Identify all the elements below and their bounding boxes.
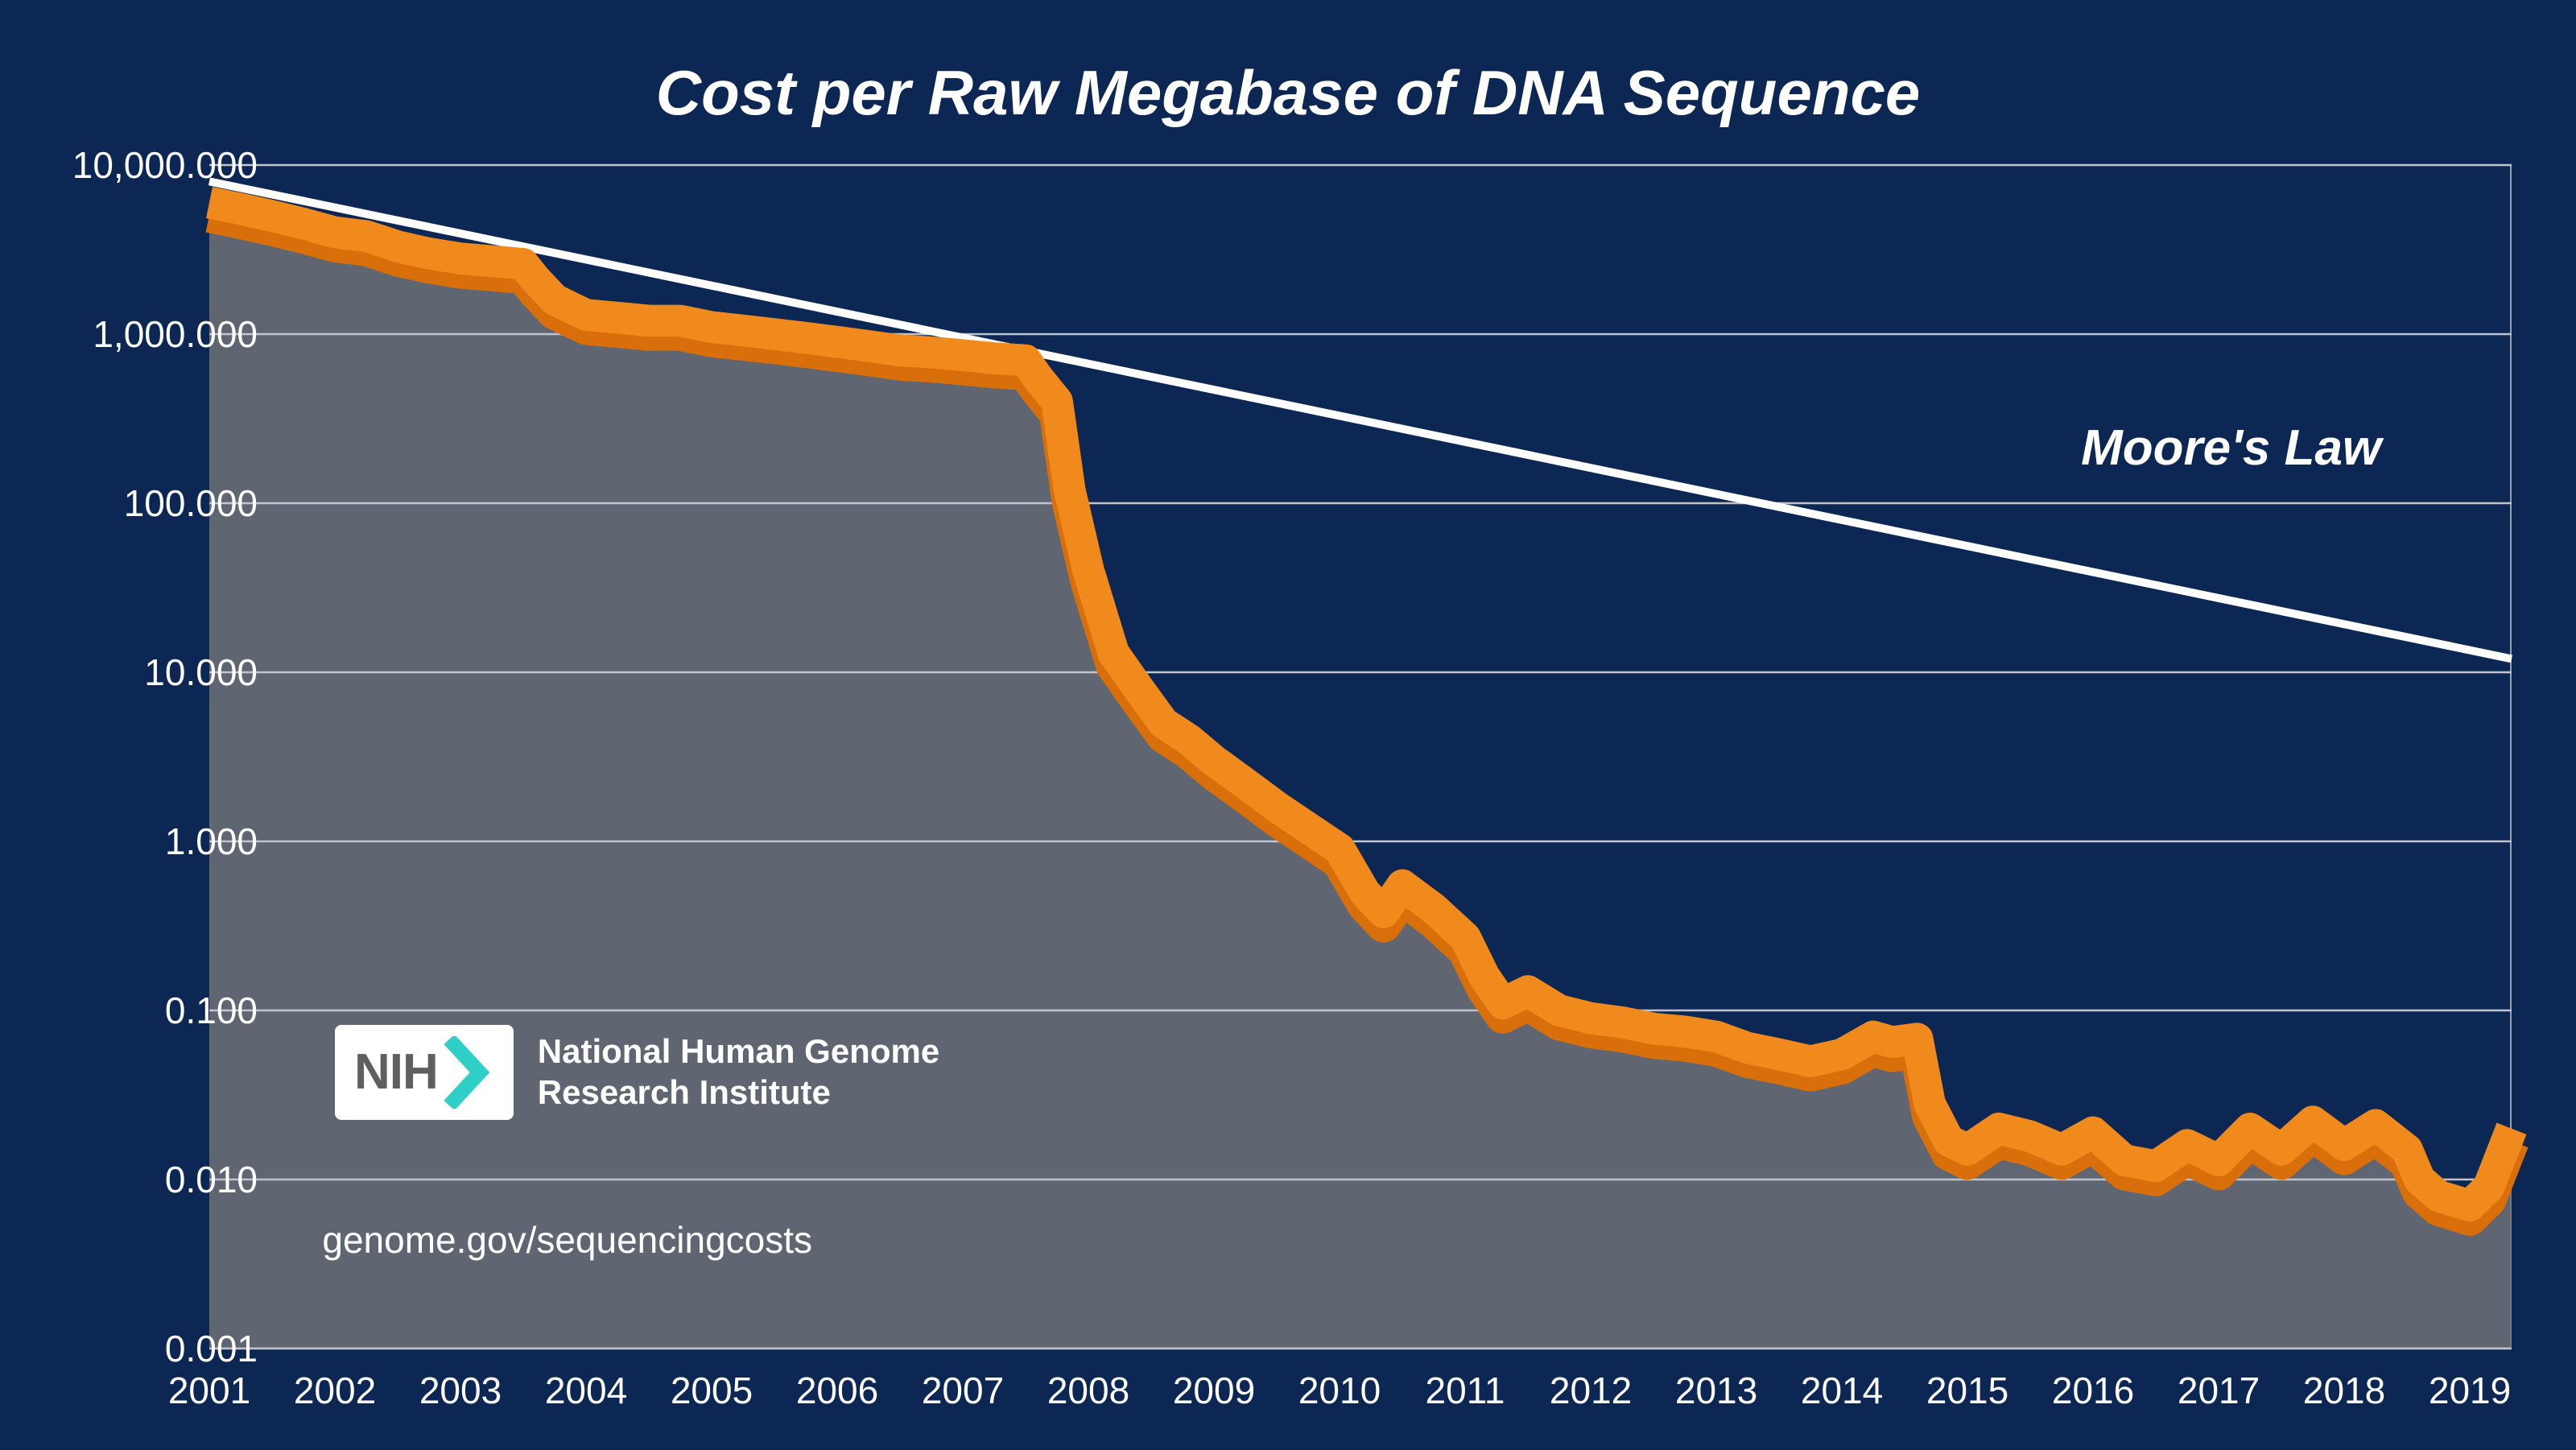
x-tick-label: 2016 xyxy=(2052,1369,2134,1412)
x-tick-label: 2012 xyxy=(1550,1369,1632,1412)
x-tick-label: 2018 xyxy=(2303,1369,2385,1412)
x-tick-label: 2013 xyxy=(1675,1369,1757,1412)
x-tick-label: 2011 xyxy=(1426,1369,1505,1412)
moores-law-label: Moore's Law xyxy=(2081,419,2381,477)
nih-line2: Research Institute xyxy=(538,1072,939,1113)
plot-area xyxy=(209,165,2512,1349)
y-tick-label: 0.010 xyxy=(165,1158,258,1201)
chevron-right-icon xyxy=(444,1036,491,1109)
nih-logo-text: NIH xyxy=(354,1043,438,1101)
x-tick-label: 2004 xyxy=(545,1369,627,1412)
x-tick-label: 2003 xyxy=(419,1369,502,1412)
nih-institute-name: National Human GenomeResearch Institute xyxy=(538,1031,939,1113)
x-tick-label: 2007 xyxy=(922,1369,1004,1412)
nih-logo: NIH National Human GenomeResearch Institu… xyxy=(335,1025,939,1120)
x-tick-label: 2017 xyxy=(2178,1369,2260,1412)
y-tick-label: 0.100 xyxy=(165,989,258,1032)
x-tick-label: 2015 xyxy=(1926,1369,2008,1412)
x-tick-label: 2010 xyxy=(1298,1369,1381,1412)
x-tick-label: 2008 xyxy=(1047,1369,1129,1412)
x-tick-label: 2009 xyxy=(1173,1369,1255,1412)
x-tick-label: 2001 xyxy=(168,1369,250,1412)
x-tick-label: 2014 xyxy=(1801,1369,1883,1412)
y-tick-label: 1.000 xyxy=(165,820,258,863)
nih-logo-box: NIH xyxy=(335,1025,514,1120)
x-tick-label: 2006 xyxy=(796,1369,878,1412)
chart-container xyxy=(209,165,2512,1349)
y-tick-label: 100.000 xyxy=(124,481,258,525)
x-tick-label: 2019 xyxy=(2429,1369,2511,1412)
y-tick-label: 0.001 xyxy=(165,1327,258,1370)
y-tick-label: 10,000.000 xyxy=(72,143,258,187)
source-url: genome.gov/sequencingcosts xyxy=(322,1218,812,1262)
chart-svg xyxy=(209,165,2512,1349)
y-tick-label: 10.000 xyxy=(144,651,258,694)
y-tick-label: 1,000.000 xyxy=(93,312,258,356)
chart-title: Cost per Raw Megabase of DNA Sequence xyxy=(0,56,2576,130)
x-tick-label: 2002 xyxy=(294,1369,376,1412)
x-tick-label: 2005 xyxy=(671,1369,753,1412)
nih-line1: National Human Genome xyxy=(538,1031,939,1072)
